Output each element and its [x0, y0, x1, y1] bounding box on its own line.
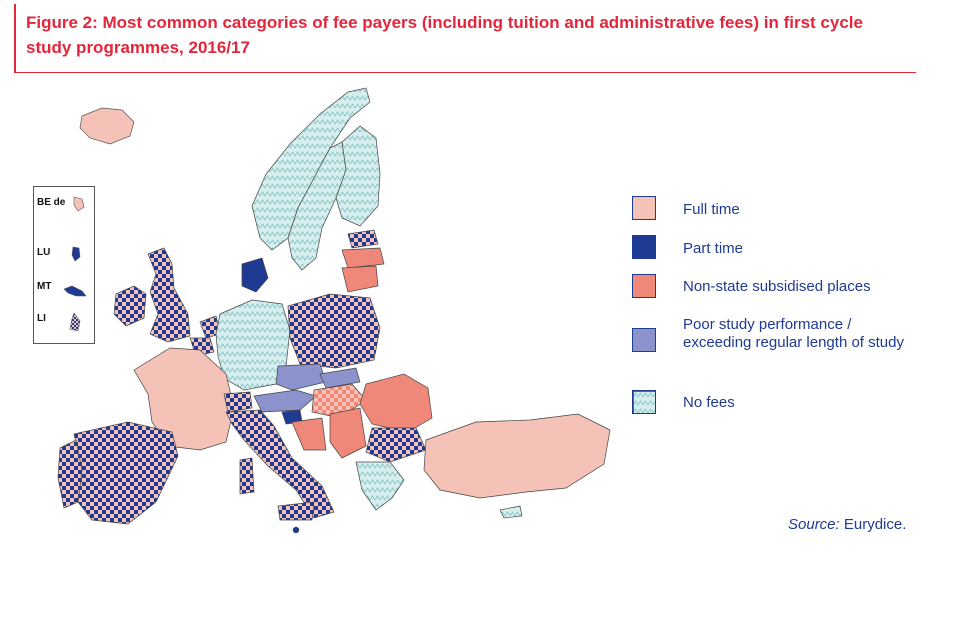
country-czechia — [275, 363, 327, 391]
country-cyprus — [499, 505, 523, 519]
country-bulgaria — [365, 427, 427, 463]
europe-map — [30, 78, 620, 538]
country-portugal — [57, 439, 83, 509]
inset-label-lu: LU — [37, 247, 51, 258]
inset-label-li: LI — [37, 313, 46, 324]
country-serbia — [329, 407, 367, 459]
legend-swatch-no-fees — [632, 390, 656, 414]
country-italy — [225, 409, 335, 519]
country-austria — [253, 389, 317, 413]
legend-swatch-non-state — [632, 274, 656, 298]
source-prefix: Source: — [788, 516, 840, 533]
country-greece — [355, 461, 405, 511]
inset-shape-be-de — [73, 196, 85, 212]
country-france — [133, 347, 235, 451]
legend-label-non-state: Non-state subsidised places — [683, 278, 871, 295]
country-malta — [292, 526, 300, 534]
country-sicily — [277, 501, 315, 521]
source-text: Eurydice. — [839, 516, 907, 533]
legend-label-full-time: Full time — [683, 201, 740, 218]
inset-shape-li — [69, 312, 81, 332]
legend-label-poor-performance: Poor study performance / exceeding regul… — [683, 316, 904, 351]
country-croatia — [291, 417, 327, 451]
page-title: Figure 2: Most common categories of fee … — [26, 13, 863, 57]
inset-shape-mt — [63, 285, 87, 297]
country-romania — [359, 373, 433, 433]
country-latvia — [341, 247, 385, 269]
country-switzerland — [223, 391, 253, 413]
legend-swatch-poor-performance — [632, 328, 656, 352]
legend-label-part-time: Part time — [683, 240, 744, 257]
inset-box: BE de LU MT LI — [33, 186, 95, 344]
legend-swatch-part-time — [632, 235, 656, 259]
country-lithuania — [341, 265, 379, 293]
country-turkey — [423, 413, 611, 499]
legend-swatch-full-time — [632, 196, 656, 220]
legend-label-no-fees: No fees — [683, 394, 735, 411]
country-ireland — [113, 285, 147, 327]
source-note: Source: Eurydice. — [788, 516, 906, 533]
inset-label-be-de: BE de — [37, 197, 66, 208]
inset-label-mt: MT — [37, 281, 52, 292]
country-uk — [147, 247, 191, 343]
country-finland — [335, 125, 381, 227]
country-estonia — [347, 229, 379, 249]
inset-shape-lu — [71, 246, 81, 262]
country-iceland — [79, 107, 135, 145]
country-sardinia — [239, 457, 255, 495]
country-denmark — [241, 257, 269, 293]
country-slovakia — [319, 367, 361, 389]
country-poland — [287, 293, 381, 369]
country-hungary — [311, 383, 367, 419]
title-bar: Figure 2: Most common categories of fee … — [14, 4, 916, 73]
